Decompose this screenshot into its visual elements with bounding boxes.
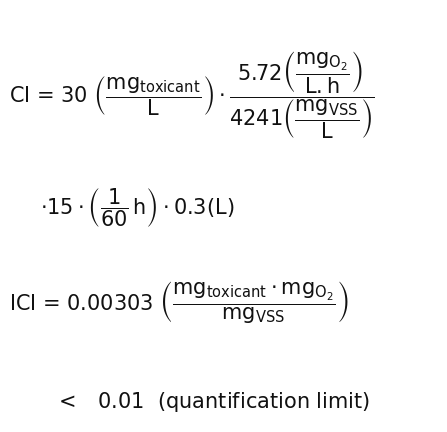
Text: CI = 30 $\left(\dfrac{\mathrm{mg}_{\mathrm{toxicant}}}{\mathrm{L}}\right)\cdot\d: CI = 30 $\left(\dfrac{\mathrm{mg}_{\math… xyxy=(9,49,375,141)
Text: $\cdot15\cdot\left(\dfrac{1}{60}\,\mathrm{h}\right)\cdot 0.3(\mathrm{L})$: $\cdot15\cdot\left(\dfrac{1}{60}\,\mathr… xyxy=(40,186,235,229)
Text: $<\;\;$ 0.01  (quantification limit): $<\;\;$ 0.01 (quantification limit) xyxy=(54,390,370,414)
Text: ICI = 0.00303 $\left(\dfrac{\mathrm{mg}_{\mathrm{toxicant}}\cdot\mathrm{mg}_{\ma: ICI = 0.00303 $\left(\dfrac{\mathrm{mg}_… xyxy=(9,280,349,325)
